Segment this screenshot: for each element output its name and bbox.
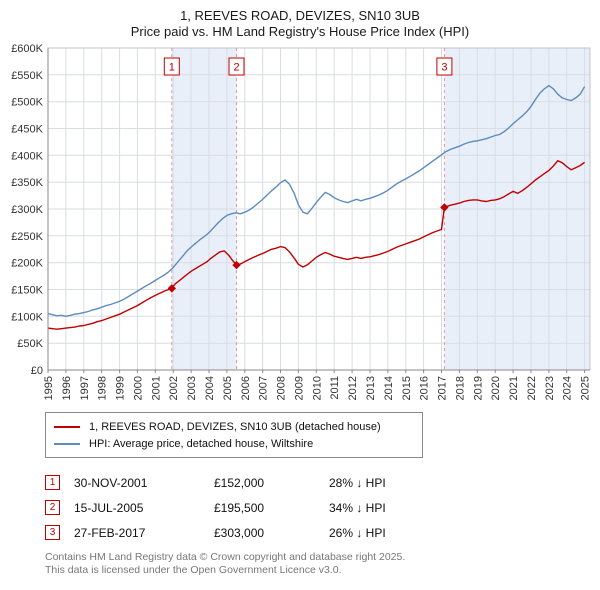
- transaction-amount: £195,500: [214, 500, 265, 515]
- x-axis-tick-label: 1998: [97, 376, 109, 400]
- transaction-date: 15-JUL-2005: [74, 500, 144, 515]
- x-axis-tick-label: 2005: [222, 376, 234, 400]
- chart-legend: 1, REEVES ROAD, DEVIZES, SN10 3UB (detac…: [45, 412, 423, 458]
- page-subtitle: Price paid vs. HM Land Registry's House …: [130, 24, 470, 39]
- transaction-hpi-delta: 28% ↓ HPI: [329, 475, 386, 490]
- x-axis-tick-label: 2024: [562, 376, 574, 400]
- legend-swatch-price-line: [54, 425, 80, 428]
- transaction-row: 3 27-FEB-2017 £303,000 26% ↓ HPI: [45, 520, 600, 545]
- sale-point-diamond: [232, 260, 241, 270]
- transaction-number-badge: 2: [45, 500, 60, 515]
- x-axis-tick-label: 2010: [311, 376, 323, 400]
- y-axis-tick-label: £150K: [11, 285, 43, 297]
- transaction-amount: £303,000: [214, 525, 265, 540]
- y-axis-tick-label: £200K: [11, 258, 43, 270]
- x-axis-tick-label: 1997: [79, 376, 91, 400]
- x-axis-tick-label: 1995: [43, 376, 55, 400]
- x-axis-tick-label: 1999: [115, 376, 127, 400]
- x-axis-tick-label: 1996: [61, 376, 73, 400]
- sale-number-box: [163, 57, 180, 76]
- x-axis-tick-label: 2011: [329, 376, 341, 400]
- x-axis-tick-label: 2023: [544, 376, 556, 400]
- transaction-hpi-delta: 34% ↓ HPI: [329, 500, 386, 515]
- legend-entry-hpi: HPI: Average price, detached house, Wilt…: [54, 435, 414, 452]
- hpi-line: [47, 84, 586, 317]
- y-axis-tick-label: £250K: [11, 231, 43, 243]
- transactions-table: 1 30-NOV-2001 £152,000 28% ↓ HPI 2 15-JU…: [45, 470, 600, 545]
- transaction-amount: £152,000: [214, 475, 265, 490]
- x-axis-tick-label: 2002: [168, 376, 180, 400]
- x-axis-tick-label: 2007: [258, 376, 270, 400]
- transaction-number-badge: 3: [45, 525, 60, 540]
- y-axis-tick-label: £550K: [11, 70, 43, 82]
- y-axis-tick-label: £100K: [11, 311, 43, 323]
- y-axis-tick-label: £300K: [11, 204, 43, 216]
- x-axis-tick-label: 2022: [526, 376, 538, 400]
- x-axis-tick-label: 2009: [293, 376, 305, 400]
- transaction-row: 1 30-NOV-2001 £152,000 28% ↓ HPI: [45, 470, 600, 495]
- legend-label-hpi: HPI: Average price, detached house, Wilt…: [89, 437, 314, 450]
- transaction-date: 30-NOV-2001: [74, 475, 148, 490]
- y-axis-tick-label: £500K: [11, 97, 43, 109]
- y-axis-tick-label: £0: [31, 365, 43, 377]
- license-footer: Contains HM Land Registry data © Crown c…: [45, 551, 600, 577]
- transaction-hpi-delta: 26% ↓ HPI: [329, 525, 386, 540]
- sale-point-diamond: [440, 203, 449, 212]
- y-axis-tick-label: £400K: [11, 150, 43, 162]
- price-paid-line: [47, 159, 586, 330]
- x-axis-tick-label: 2017: [437, 376, 449, 400]
- x-axis-tick-label: 2004: [204, 376, 216, 400]
- sale-number-label: 2: [233, 62, 239, 74]
- sale-number-box: [228, 57, 245, 76]
- transaction-row: 2 15-JUL-2005 £195,500 34% ↓ HPI: [45, 495, 600, 520]
- footer-line-2: This data is licensed under the Open Gov…: [45, 564, 342, 576]
- y-axis-tick-label: £50K: [17, 338, 43, 350]
- legend-label-price: 1, REEVES ROAD, DEVIZES, SN10 3UB (detac…: [89, 420, 381, 433]
- sale-number-label: 1: [169, 62, 175, 74]
- legend-swatch-hpi-line: [54, 442, 80, 445]
- x-axis-tick-label: 2021: [508, 376, 520, 400]
- y-axis-tick-label: £450K: [11, 124, 43, 136]
- legend-entry-price: 1, REEVES ROAD, DEVIZES, SN10 3UB (detac…: [54, 418, 414, 435]
- x-axis-tick-label: 2008: [276, 376, 288, 400]
- y-axis-tick-label: £600K: [11, 43, 43, 55]
- x-axis-tick-label: 2001: [150, 376, 162, 400]
- transaction-number-badge: 1: [45, 475, 60, 490]
- x-axis-tick-label: 2006: [240, 376, 252, 400]
- x-axis-tick-label: 2015: [401, 376, 413, 400]
- y-axis-tick-label: £350K: [11, 177, 43, 189]
- x-axis-tick-label: 2016: [419, 376, 431, 400]
- chart-header: 1, REEVES ROAD, DEVIZES, SN10 3UB Price …: [0, 0, 600, 40]
- transaction-date: 27-FEB-2017: [74, 525, 146, 540]
- x-axis-tick-label: 2014: [383, 376, 395, 400]
- x-axis-tick-label: 2003: [186, 376, 198, 400]
- price-history-chart: 1 2 3 £0 £50K £100K £150K £200K £250K £300K £350K £…: [11, 43, 592, 400]
- x-axis-tick-label: 2020: [490, 376, 502, 400]
- footer-line-1: Contains HM Land Registry data © Crown c…: [45, 551, 406, 563]
- x-axis-tick-label: 2012: [347, 376, 359, 400]
- x-axis-tick-label: 2013: [365, 376, 377, 400]
- x-axis-tick-label: 2019: [472, 376, 484, 400]
- page-title: 1, REEVES ROAD, DEVIZES, SN10 3UB: [180, 8, 420, 23]
- sale-number-box: [436, 57, 453, 76]
- x-axis-tick-label: 2018: [454, 376, 466, 400]
- sale-number-label: 3: [441, 62, 447, 74]
- x-axis-tick-label: 2000: [132, 376, 144, 400]
- x-axis-tick-label: 2025: [580, 376, 592, 400]
